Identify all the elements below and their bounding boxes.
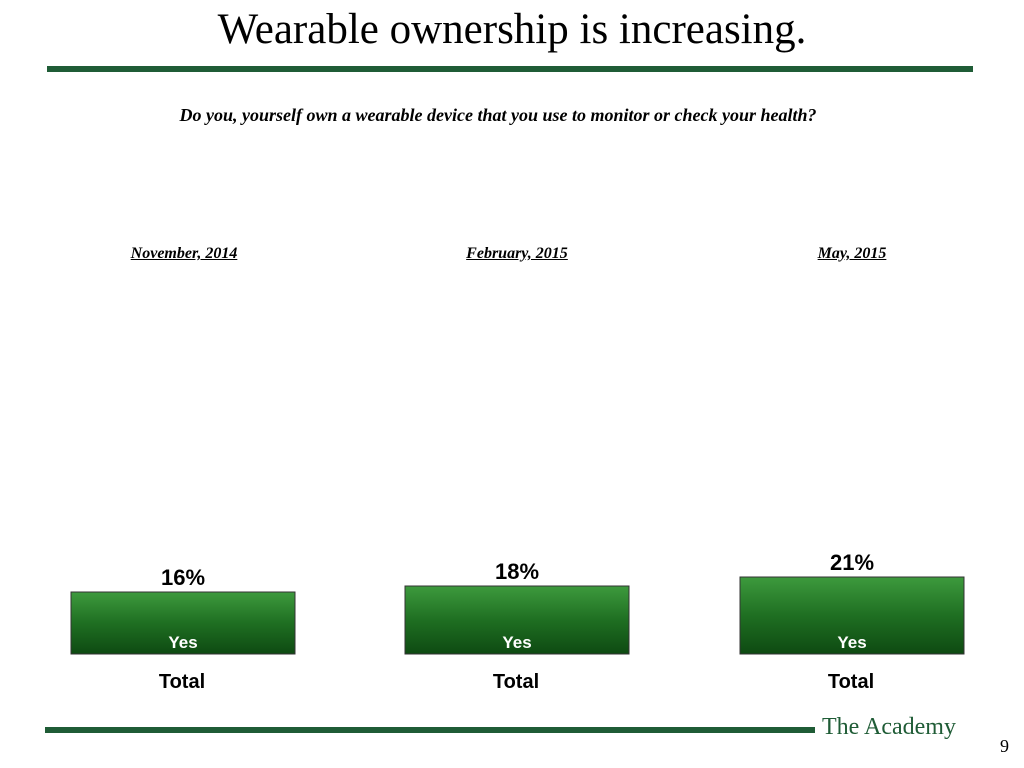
page-number: 9	[1000, 736, 1009, 756]
panel-title-nov-2014: November, 2014	[130, 245, 238, 262]
survey-question: Do you, yourself own a wearable device t…	[179, 105, 817, 125]
title-divider	[47, 66, 973, 72]
bar-total-1	[404, 585, 630, 655]
bar-total-0	[70, 591, 296, 655]
series-label-0: Yes	[168, 633, 197, 652]
panel-title-feb-2015: February, 2015	[466, 245, 568, 262]
brand-name: The Academy	[822, 714, 956, 740]
panel-title-may-2015: May, 2015	[817, 245, 887, 262]
value-label-2: 21%	[830, 550, 874, 575]
series-label-1: Yes	[502, 633, 531, 652]
page-title: Wearable ownership is increasing.	[217, 6, 807, 53]
value-label-1: 18%	[495, 559, 539, 584]
bar-total-2	[739, 576, 965, 655]
series-label-2: Yes	[837, 633, 866, 652]
value-label-0: 16%	[161, 565, 205, 590]
category-label-0: Total	[159, 671, 205, 693]
category-label-2: Total	[828, 671, 874, 693]
footer-divider	[45, 727, 815, 733]
category-label-1: Total	[493, 671, 539, 693]
